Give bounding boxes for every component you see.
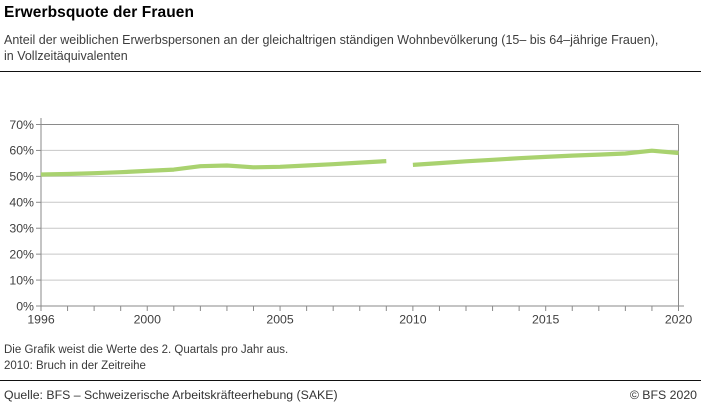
y-tick-label-0: 0% xyxy=(16,299,34,313)
x-tick-label-2010: 2010 xyxy=(399,313,427,327)
header-divider xyxy=(0,71,701,72)
x-tick-label-2000: 2000 xyxy=(134,313,162,327)
data-line-segment-2 xyxy=(412,148,679,167)
x-tick-label-1996: 1996 xyxy=(27,313,55,327)
source-row: Quelle: BFS – Schweizerische Arbeitskräf… xyxy=(4,388,697,402)
x-tick-label-2005: 2005 xyxy=(266,313,294,327)
copyright-text: © BFS 2020 xyxy=(629,388,697,402)
y-tick-label-70: 70% xyxy=(9,118,34,132)
chart-subtitle: Anteil der weiblichen Erwerbspersonen an… xyxy=(4,33,659,63)
footer-divider xyxy=(0,380,701,381)
footnote-break: 2010: Bruch in der Zeitreihe xyxy=(4,360,146,372)
x-tick-label-2020: 2020 xyxy=(665,313,693,327)
y-tick-label-60: 60% xyxy=(9,144,34,158)
footnote-quarter: Die Grafik weist die Werte des 2. Quarta… xyxy=(4,344,289,356)
y-tick-label-50: 50% xyxy=(9,170,34,184)
y-tick-label-10: 10% xyxy=(9,273,34,287)
x-tick-label-2015: 2015 xyxy=(532,313,560,327)
chart-title: Erwerbsquote der Frauen xyxy=(4,4,195,21)
source-text: Quelle: BFS – Schweizerische Arbeitskräf… xyxy=(4,388,338,402)
y-tick-label-40: 40% xyxy=(9,196,34,210)
data-line-segment-1 xyxy=(40,159,387,177)
y-tick-label-30: 30% xyxy=(9,222,34,236)
y-tick-label-20: 20% xyxy=(9,247,34,261)
